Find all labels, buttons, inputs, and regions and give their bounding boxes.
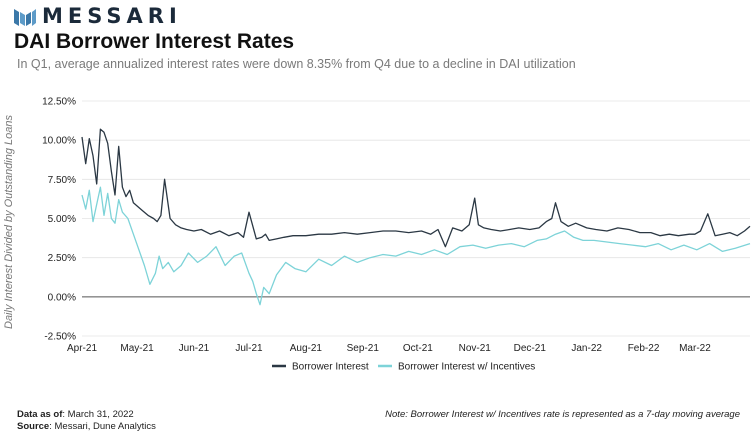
y-tick-label: 0.00% bbox=[48, 292, 76, 303]
brand-name: MESSARI bbox=[42, 4, 182, 28]
source-label: Source bbox=[17, 421, 50, 432]
messari-logo-icon bbox=[14, 9, 36, 26]
x-tick-label: Apr-21 bbox=[67, 343, 97, 354]
x-tick-label: Sep-21 bbox=[347, 343, 380, 354]
page-title: DAI Borrower Interest Rates bbox=[14, 30, 295, 53]
brand-logo: MESSARI bbox=[14, 4, 182, 28]
x-tick-label: Jun-21 bbox=[179, 343, 210, 354]
legend-label: Borrower Interest bbox=[292, 362, 369, 373]
y-tick-label: 12.50% bbox=[42, 97, 76, 108]
x-tick-label: Feb-22 bbox=[628, 343, 660, 354]
data-as-of-value: : March 31, 2022 bbox=[62, 409, 134, 420]
line-chart: 12.50% 10.00% 7.50% 5.00% 2.50% 0.00% -2.50% A… bbox=[3, 97, 751, 373]
y-tick-label: 10.00% bbox=[42, 136, 76, 147]
y-tick-label: -2.50% bbox=[44, 332, 76, 343]
series-lines bbox=[81, 128, 751, 306]
x-tick-label: Mar-22 bbox=[679, 343, 711, 354]
y-tick-label: 2.50% bbox=[48, 253, 76, 264]
x-tick-label: Oct-21 bbox=[403, 343, 433, 354]
legend-label: Borrower Interest w/ Incentives bbox=[398, 362, 535, 373]
footer-sources: Data as of: March 31, 2022 Source: Messa… bbox=[17, 409, 156, 433]
x-axis-ticks: Apr-21 May-21 Jun-21 Jul-21 Aug-21 Sep-21 Oct-… bbox=[67, 343, 711, 354]
source-value: : Messari, Dune Analytics bbox=[49, 421, 156, 432]
y-axis-ticks: 12.50% 10.00% 7.50% 5.00% 2.50% 0.00% -2.50% bbox=[42, 97, 76, 343]
x-tick-label: Nov-21 bbox=[459, 343, 492, 354]
y-tick-label: 7.50% bbox=[48, 175, 76, 186]
page-subtitle: In Q1, average annualized interest rates… bbox=[17, 57, 576, 71]
legend: Borrower Interest Borrower Interest w/ In… bbox=[272, 362, 535, 373]
x-tick-label: May-21 bbox=[120, 343, 154, 354]
y-axis-label: Daily Interest Divided by Outstanding Lo… bbox=[3, 115, 15, 330]
x-tick-label: Jul-21 bbox=[235, 343, 263, 354]
data-as-of: Data as of: March 31, 2022 bbox=[17, 409, 156, 421]
series-line bbox=[81, 186, 751, 306]
gridlines bbox=[82, 100, 750, 337]
series-line bbox=[81, 128, 751, 248]
x-tick-label: Dec-21 bbox=[514, 343, 547, 354]
x-tick-label: Aug-21 bbox=[290, 343, 323, 354]
footer-note: Note: Borrower Interest w/ Incentives ra… bbox=[385, 409, 740, 420]
data-as-of-label: Data as of bbox=[17, 409, 63, 420]
x-tick-label: Jan-22 bbox=[571, 343, 602, 354]
y-tick-label: 5.00% bbox=[48, 214, 76, 225]
source: Source: Messari, Dune Analytics bbox=[17, 421, 156, 433]
